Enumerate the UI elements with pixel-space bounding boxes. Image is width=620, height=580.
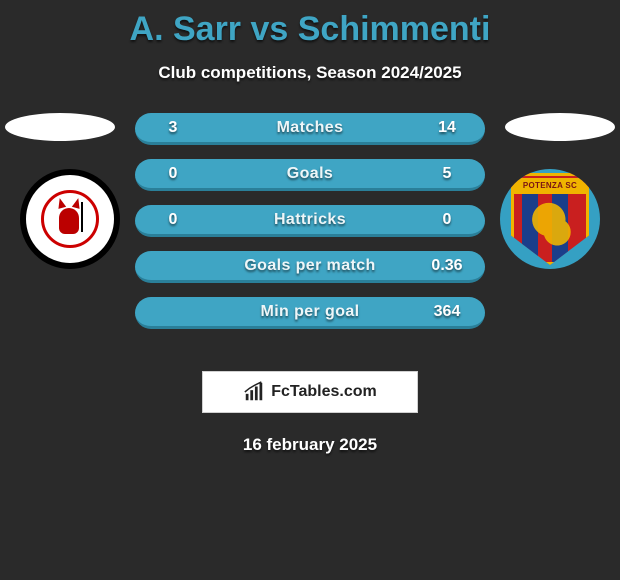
- stat-left-value: 0: [153, 211, 193, 229]
- potenza-crest: POTENZA SC: [511, 173, 589, 265]
- stat-label: Hattricks: [274, 211, 346, 229]
- stat-right-value: 14: [427, 119, 467, 137]
- stat-row-matches: 3 Matches 14: [135, 113, 485, 145]
- stat-right-value: 0: [427, 211, 467, 229]
- stat-right-value: 364: [427, 303, 467, 321]
- stat-label: Matches: [277, 119, 344, 137]
- club-badge-right: POTENZA SC: [500, 169, 600, 269]
- club-badge-left: [20, 169, 120, 269]
- brand-text: FcTables.com: [271, 383, 377, 401]
- stat-label: Goals: [287, 165, 333, 183]
- stat-row-goals: 0 Goals 5: [135, 159, 485, 191]
- stat-row-min-per-goal: Min per goal 364: [135, 297, 485, 329]
- stat-right-value: 5: [427, 165, 467, 183]
- foggia-crest: [35, 184, 105, 254]
- stat-label: Min per goal: [260, 303, 359, 321]
- stat-row-hattricks: 0 Hattricks 0: [135, 205, 485, 237]
- player-photo-right: [505, 113, 615, 141]
- stat-left-value: 0: [153, 165, 193, 183]
- stat-row-goals-per-match: Goals per match 0.36: [135, 251, 485, 283]
- potenza-crest-text: POTENZA SC: [514, 178, 586, 194]
- comparison-title: A. Sarr vs Schimmenti: [0, 0, 620, 49]
- bar-chart-icon: [243, 381, 265, 403]
- comparison-body: POTENZA SC 3 Matches 14 0 Goals 5 0 Hatt…: [0, 113, 620, 353]
- stat-label: Goals per match: [244, 257, 375, 275]
- stat-left-value: 3: [153, 119, 193, 137]
- stat-right-value: 0.36: [427, 257, 467, 275]
- comparison-subtitle: Club competitions, Season 2024/2025: [0, 63, 620, 83]
- brand-box: FcTables.com: [202, 371, 418, 413]
- player-photo-left: [5, 113, 115, 141]
- snapshot-date: 16 february 2025: [0, 435, 620, 455]
- stats-list: 3 Matches 14 0 Goals 5 0 Hattricks 0 Goa…: [135, 113, 485, 329]
